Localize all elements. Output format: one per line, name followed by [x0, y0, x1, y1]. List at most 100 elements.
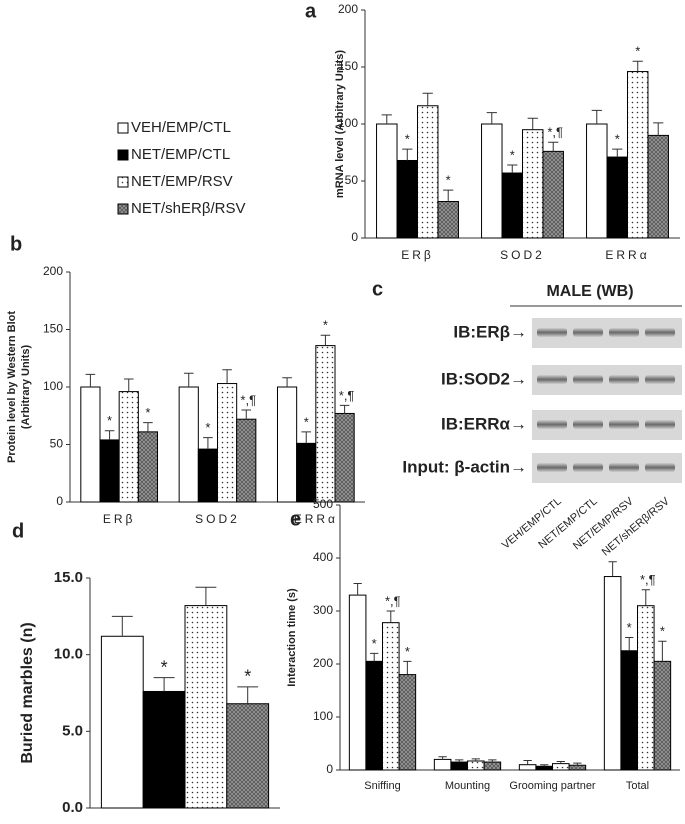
error-bar [111, 615, 133, 637]
x-tick-label: Sniffing [364, 780, 401, 792]
bar [334, 412, 355, 503]
bar [433, 758, 452, 771]
blot-band [537, 328, 567, 337]
legend-label: NET/EMP/CTL [131, 146, 230, 163]
error-bar [632, 60, 643, 72]
significance-marker: * [627, 620, 632, 635]
bar [80, 386, 101, 503]
y-axis-label: mRNA level (Arbitrary Units) [334, 50, 346, 198]
significance-marker: * [510, 147, 515, 162]
bar [376, 123, 398, 239]
y-tick-label: 100 [43, 379, 63, 393]
error-bar [241, 409, 252, 420]
bar [296, 442, 317, 503]
bar [450, 761, 468, 771]
significance-marker: * [372, 636, 377, 651]
bar [620, 650, 638, 771]
error-bar [523, 759, 532, 765]
blot-band [645, 463, 675, 472]
x-tick-label: ERβ [401, 248, 434, 262]
bar [118, 391, 139, 503]
significance-marker: * [323, 318, 328, 333]
error-bar [386, 610, 395, 623]
y-axis-label: Protein level by Western Blot (Arbitrary … [6, 311, 32, 463]
legend-label: VEH/EMP/CTL [131, 119, 231, 136]
bar [348, 594, 367, 771]
significance-marker: * [304, 414, 309, 429]
error-bar [353, 582, 362, 596]
blot-row-label: IB:ERβ→ [453, 322, 527, 341]
x-tick-label: SOD2 [195, 512, 240, 526]
significance-marker: *,¶ [640, 572, 656, 587]
blot-band [645, 420, 675, 429]
bar [522, 129, 544, 239]
blot-lane-label: NET/shERβ/RSV [600, 495, 673, 559]
significance-marker: * [446, 173, 451, 188]
blot-band [573, 420, 603, 429]
error-bar [123, 378, 134, 392]
blot-band [609, 463, 639, 472]
y-tick-label: 0 [56, 494, 63, 508]
blot-band [573, 375, 603, 384]
bar [197, 448, 218, 503]
bar [603, 576, 622, 771]
significance-marker: * [161, 657, 168, 677]
bar [184, 605, 228, 809]
blot-row-label: IB:SOD2→ [441, 369, 527, 388]
significance-marker: * [405, 644, 410, 659]
bar [552, 763, 570, 771]
error-bar [422, 92, 433, 106]
panel-label: d [12, 520, 24, 542]
significance-marker: * [660, 624, 665, 639]
bar [142, 690, 186, 809]
blot-band [537, 420, 567, 429]
y-tick-label: 10.0 [54, 646, 83, 663]
bar [518, 764, 537, 771]
significance-marker: *,¶ [547, 125, 563, 140]
y-tick-label: 5.0 [62, 722, 83, 739]
blot-title: MALE (WB) [546, 283, 633, 300]
bar [568, 764, 587, 771]
error-bar [370, 652, 379, 662]
bar [382, 622, 400, 771]
y-tick-label: 500 [313, 497, 333, 511]
error-bar [85, 373, 96, 387]
significance-marker: * [244, 667, 251, 687]
bar [137, 431, 159, 503]
blot-row-label: IB:ERRα→ [441, 414, 527, 433]
blot-band [645, 328, 675, 337]
bar [417, 105, 439, 239]
error-bar [540, 764, 549, 767]
error-bar [104, 430, 115, 440]
bar [535, 765, 553, 771]
panel-label: e [290, 508, 301, 530]
error-bar [320, 334, 331, 346]
significance-marker: *,¶ [339, 388, 355, 403]
legend-swatch [117, 149, 129, 161]
error-bar [443, 189, 454, 202]
error-bar [573, 762, 582, 766]
bar [178, 386, 199, 503]
bar [483, 761, 502, 771]
blot-band [645, 375, 675, 384]
error-bar [625, 637, 634, 651]
bar [226, 703, 270, 809]
error-bar [143, 422, 153, 432]
y-tick-label: 100 [338, 116, 358, 130]
bar [398, 674, 417, 771]
y-tick-label: 0 [351, 230, 358, 244]
error-bar [339, 404, 350, 414]
error-bar [153, 677, 175, 692]
bar [217, 383, 238, 503]
bar [653, 660, 672, 771]
x-tick-label: SOD2 [500, 248, 545, 262]
error-bar [612, 148, 623, 158]
y-tick-label: 100 [313, 709, 333, 723]
y-tick-label: 50 [345, 173, 359, 187]
bar [99, 439, 120, 503]
blot-lane-label: VEH/EMP/CTL [500, 495, 564, 551]
panel-label: a [305, 0, 317, 22]
bar [396, 159, 418, 239]
y-tick-label: 0.0 [62, 799, 83, 816]
x-tick-label: ERRα [605, 248, 649, 262]
